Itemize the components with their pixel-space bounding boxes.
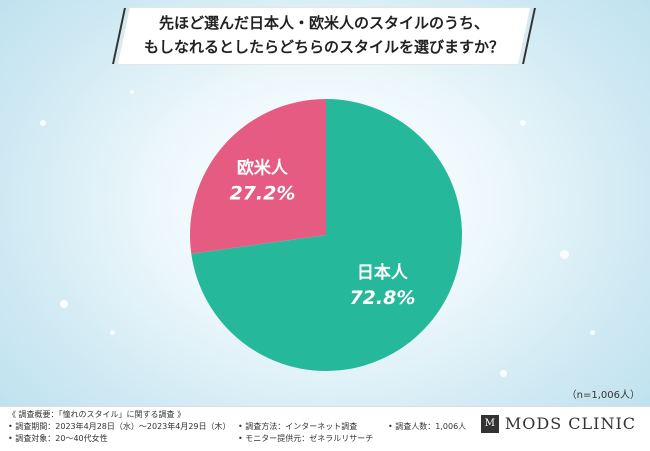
- survey-summary: 《 調査概要：「憧れのスタイル」に関する調査 》: [8, 410, 186, 419]
- slice-value-1: 72.8%: [349, 287, 415, 309]
- survey-count: • 調査人数：1,006人: [388, 422, 467, 431]
- pie-chart: 日本人 72.8% 欧米人 27.2%: [190, 99, 462, 371]
- chart-title: 先ほど選んだ日本人・欧米人のスタイルのうち、 もしなれるとしたらどちらのスタイル…: [124, 11, 524, 59]
- slice-value-2: 27.2%: [229, 183, 295, 205]
- slice-label-1: 日本人: [357, 262, 409, 283]
- footer: [0, 406, 650, 451]
- survey-target: • 調査対象：20〜40代女性: [8, 434, 108, 443]
- pie-slice-1: [191, 99, 462, 371]
- sparkle: [520, 120, 526, 126]
- logo-mark-icon: M: [480, 414, 499, 433]
- sparkle: [60, 300, 68, 308]
- title-line-2: もしなれるとしたらどちらのスタイルを選びますか？: [143, 38, 504, 56]
- logo-text: MODS CLINIC: [504, 414, 636, 433]
- survey-period: • 調査期間：2023年4月28日（水）〜2023年4月29日（木）: [8, 422, 231, 431]
- sparkle: [130, 90, 134, 94]
- title-line-1: 先ほど選んだ日本人・欧米人のスタイルのうち、: [158, 14, 489, 32]
- slice-label-2: 欧米人: [237, 158, 289, 179]
- survey-provider: • モニター提供元：ゼネラルリサーチ: [238, 434, 374, 443]
- sparkle: [590, 330, 595, 335]
- sparkle: [40, 120, 46, 126]
- pie-slice-2: [190, 99, 326, 254]
- survey-method: • 調査方法：インターネット調査: [238, 422, 358, 431]
- sparkle: [560, 250, 569, 259]
- sparkle: [500, 370, 507, 377]
- brand-logo: M MODS CLINIC: [480, 414, 636, 433]
- sample-size: （n=1,006人）: [566, 390, 640, 401]
- sparkle: [110, 330, 115, 335]
